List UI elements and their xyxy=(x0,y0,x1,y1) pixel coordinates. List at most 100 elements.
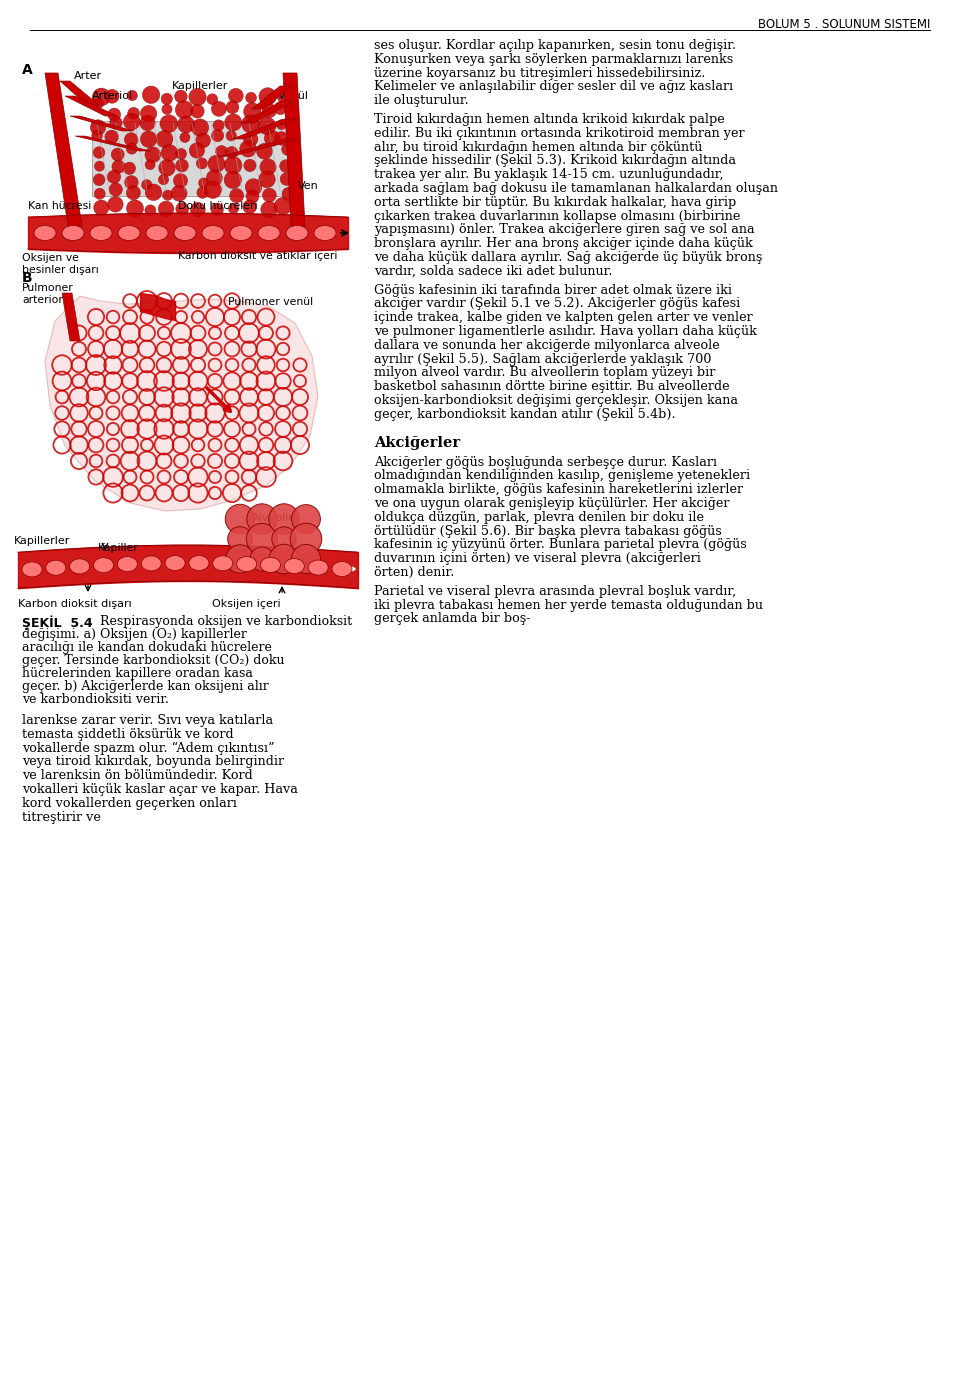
Polygon shape xyxy=(45,296,318,510)
Text: kord vokallerden geçerken onları: kord vokallerden geçerken onları xyxy=(22,797,237,810)
Circle shape xyxy=(276,120,286,129)
Ellipse shape xyxy=(117,556,137,572)
Circle shape xyxy=(206,170,223,186)
Ellipse shape xyxy=(118,225,140,241)
Circle shape xyxy=(108,108,121,121)
Text: ve karbondioksiti verir.: ve karbondioksiti verir. xyxy=(22,693,169,707)
Circle shape xyxy=(225,156,242,174)
Text: Konuşurken veya şarkı söylerken parmaklarnızı larenks: Konuşurken veya şarkı söylerken parmakla… xyxy=(374,53,733,65)
Text: alır, bu tiroid kıkırdağın hemen altında bir çöküntü: alır, bu tiroid kıkırdağın hemen altında… xyxy=(374,140,703,153)
Text: Kapillerler: Kapillerler xyxy=(14,536,70,547)
Circle shape xyxy=(94,188,106,199)
Text: Alveoller: Alveoller xyxy=(252,513,300,523)
Circle shape xyxy=(277,92,289,103)
Text: Akciğerler göğüs boşluğunda serbeşçe durur. Kasları: Akciğerler göğüs boşluğunda serbeşçe dur… xyxy=(374,456,717,469)
Ellipse shape xyxy=(213,556,232,570)
Polygon shape xyxy=(45,72,82,225)
Ellipse shape xyxy=(202,225,224,241)
Circle shape xyxy=(158,202,174,217)
Text: geçer. Tersinde karbondioksit (CO₂) doku: geçer. Tersinde karbondioksit (CO₂) doku xyxy=(22,654,284,668)
Circle shape xyxy=(191,104,204,118)
Circle shape xyxy=(123,163,135,174)
Text: örtülüdür (Şekil 5.6). Bir başka plevra tabakası göğüs: örtülüdür (Şekil 5.6). Bir başka plevra … xyxy=(374,524,722,537)
Polygon shape xyxy=(60,81,100,106)
Text: bronşlara ayrılır. Her ana bronş akciğer içinde daha küçük: bronşlara ayrılır. Her ana bronş akciğer… xyxy=(374,238,753,250)
Circle shape xyxy=(275,132,288,145)
Circle shape xyxy=(160,115,178,132)
Text: ve ona uygun olarak genişleyip küçülürler. Her akciğer: ve ona uygun olarak genişleyip küçülürle… xyxy=(374,497,730,510)
Text: ile oluşturulur.: ile oluşturulur. xyxy=(374,95,468,107)
Text: oksijen-karbondioksit değişimi gerçekleşir. Oksijen kana: oksijen-karbondioksit değişimi gerçekleş… xyxy=(374,394,738,408)
Circle shape xyxy=(171,185,187,202)
Text: temasta şiddetli öksürük ve kord: temasta şiddetli öksürük ve kord xyxy=(22,727,233,741)
Circle shape xyxy=(176,203,188,216)
Text: iki plevra tabakası hemen her yerde temasta olduğundan bu: iki plevra tabakası hemen her yerde tema… xyxy=(374,598,763,612)
Circle shape xyxy=(256,143,273,159)
Text: hücrelerinden kapillere oradan kasa: hücrelerinden kapillere oradan kasa xyxy=(22,668,252,680)
Circle shape xyxy=(174,174,187,188)
Text: titreştirir ve: titreştirir ve xyxy=(22,811,101,823)
Text: Venül: Venül xyxy=(278,90,309,102)
Circle shape xyxy=(161,145,178,161)
Ellipse shape xyxy=(314,225,336,241)
Circle shape xyxy=(111,147,124,161)
Text: trakea yer alır. Bu yaklaşık 14-15 cm. uzunluğundadır,: trakea yer alır. Bu yaklaşık 14-15 cm. u… xyxy=(374,168,724,181)
Circle shape xyxy=(280,172,293,185)
Circle shape xyxy=(292,544,321,573)
Ellipse shape xyxy=(284,559,304,573)
Circle shape xyxy=(226,131,236,140)
Circle shape xyxy=(162,191,173,200)
Circle shape xyxy=(93,146,105,159)
Text: ve daha küçük dallara ayrılır. Sağ akciğerde üç büyük bronş: ve daha küçük dallara ayrılır. Sağ akciğ… xyxy=(374,250,762,264)
Text: Ven: Ven xyxy=(298,181,319,191)
Circle shape xyxy=(176,100,193,118)
Text: aracılığı ile kandan dokudaki hücrelere: aracılığı ile kandan dokudaki hücrelere xyxy=(22,641,272,654)
Circle shape xyxy=(127,185,140,200)
Ellipse shape xyxy=(62,225,84,241)
Circle shape xyxy=(190,202,205,217)
Circle shape xyxy=(125,132,138,146)
Circle shape xyxy=(292,505,321,533)
Text: larenkse zarar verir. Sıvı veya katılarla: larenkse zarar verir. Sıvı veya katılarl… xyxy=(22,714,274,727)
Circle shape xyxy=(158,174,169,185)
Circle shape xyxy=(208,156,225,172)
Polygon shape xyxy=(252,86,292,108)
Circle shape xyxy=(196,157,207,170)
Text: değişimi. a) Oksijen (O₂) kapillerler: değişimi. a) Oksijen (O₂) kapillerler xyxy=(22,627,247,641)
Ellipse shape xyxy=(189,555,209,570)
Circle shape xyxy=(245,178,262,195)
Text: içinde trakea, kalbe giden ve kalpten gelen arter ve venler: içinde trakea, kalbe giden ve kalpten ge… xyxy=(374,312,753,324)
Circle shape xyxy=(124,113,140,129)
Ellipse shape xyxy=(70,559,89,574)
Ellipse shape xyxy=(236,556,256,572)
Ellipse shape xyxy=(165,555,185,570)
Bar xyxy=(92,121,292,196)
Text: Respirasyonda oksijen ve karbondioksit: Respirasyonda oksijen ve karbondioksit xyxy=(100,615,352,627)
Circle shape xyxy=(145,204,156,216)
Text: Pulmoner
arterior: Pulmoner arterior xyxy=(22,282,74,305)
Text: Kan hücresi: Kan hücresi xyxy=(28,202,91,211)
Circle shape xyxy=(282,188,296,200)
Circle shape xyxy=(105,131,118,143)
Text: geçer. b) Akciğerlerde kan oksijeni alır: geçer. b) Akciğerlerde kan oksijeni alır xyxy=(22,680,269,693)
Circle shape xyxy=(93,174,105,185)
Ellipse shape xyxy=(308,561,328,574)
Polygon shape xyxy=(75,136,151,152)
Circle shape xyxy=(211,203,224,216)
Circle shape xyxy=(275,198,292,214)
Circle shape xyxy=(140,115,156,131)
Circle shape xyxy=(199,178,209,188)
Text: Kelimeler ve anlaşılabilir diğer sesler dil ve ağız kasları: Kelimeler ve anlaşılabilir diğer sesler … xyxy=(374,81,733,93)
Text: gerçek anlamda bir boş-: gerçek anlamda bir boş- xyxy=(374,612,531,626)
Circle shape xyxy=(109,117,122,129)
Circle shape xyxy=(127,90,137,100)
Circle shape xyxy=(158,160,176,177)
Circle shape xyxy=(145,184,162,200)
Ellipse shape xyxy=(141,556,161,570)
Circle shape xyxy=(262,188,276,202)
Text: Kapiller: Kapiller xyxy=(98,542,139,554)
Ellipse shape xyxy=(90,225,112,241)
Circle shape xyxy=(176,149,186,160)
Ellipse shape xyxy=(260,558,280,573)
Text: Doku hücreleri: Doku hücreleri xyxy=(178,202,257,211)
